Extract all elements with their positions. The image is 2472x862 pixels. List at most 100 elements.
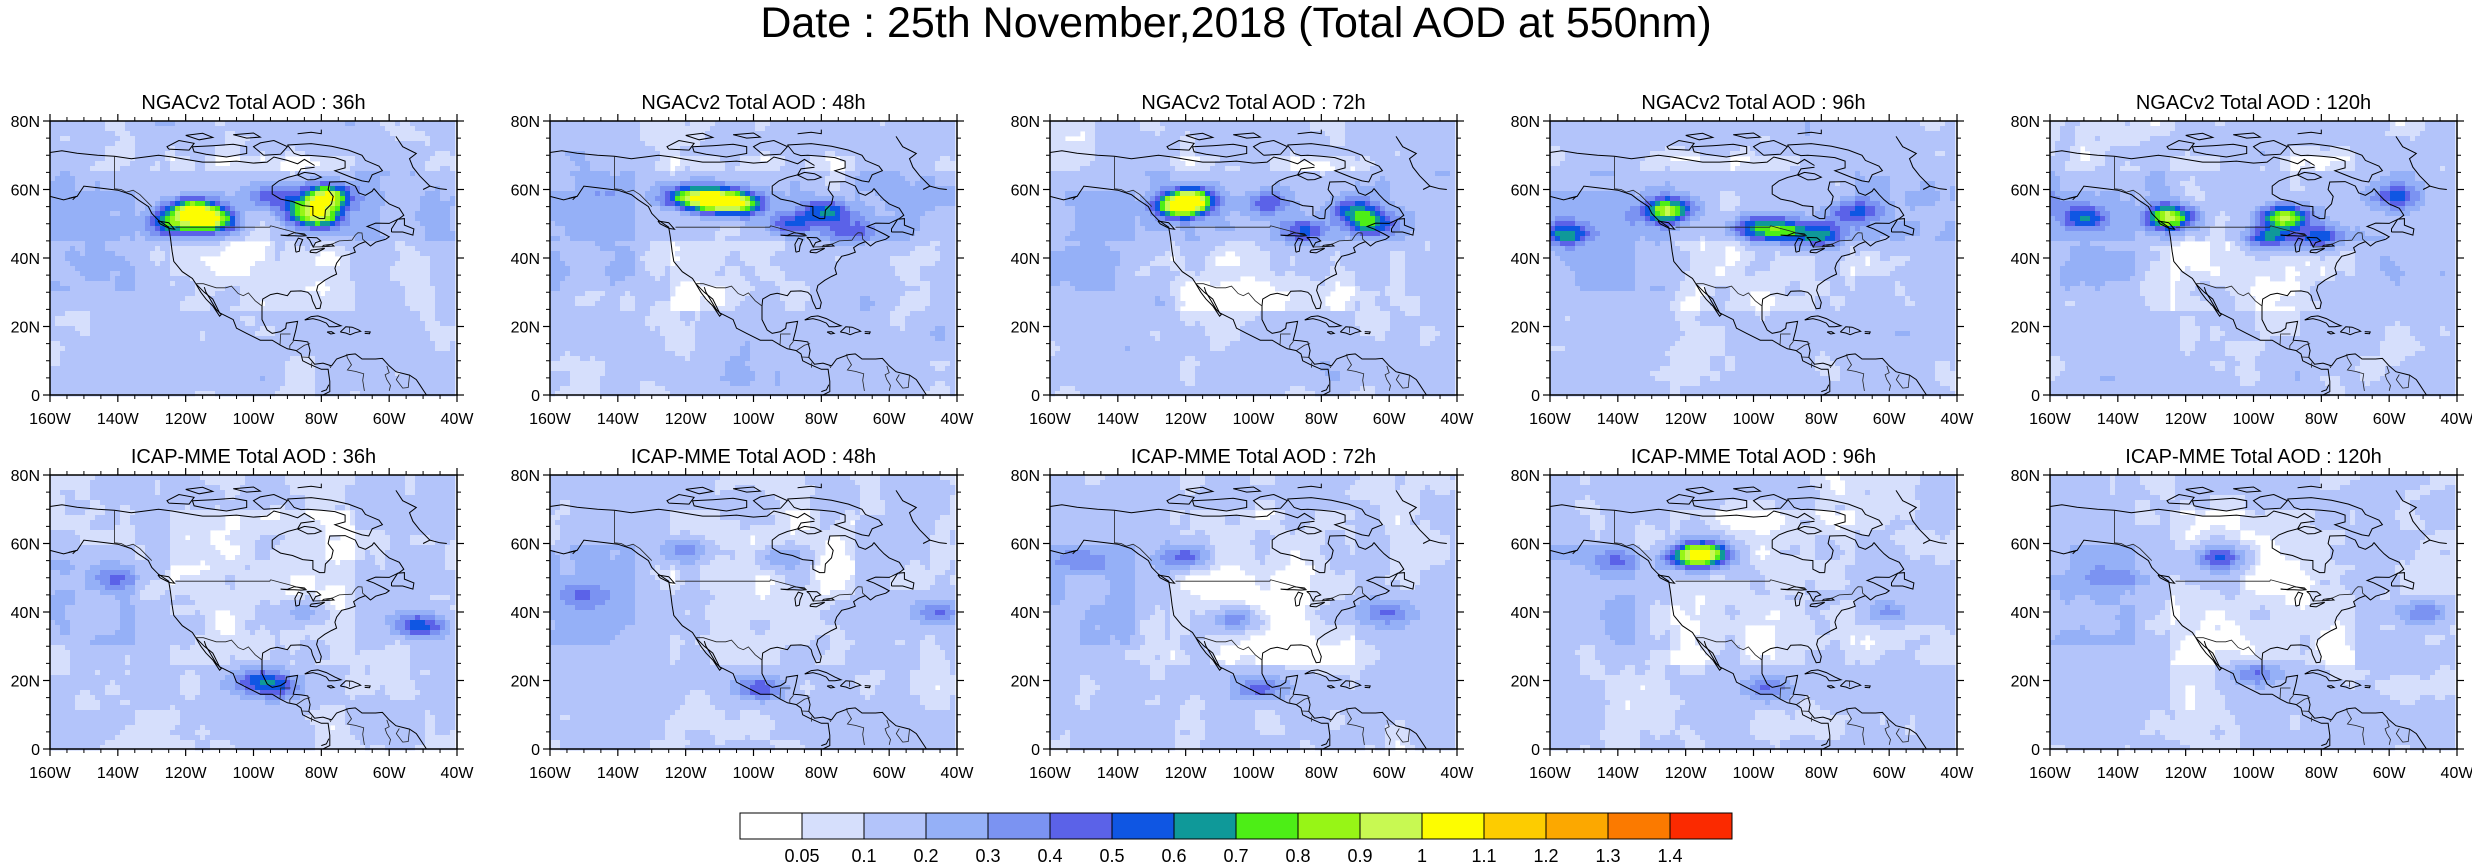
colorbar-swatch: [1545, 812, 1609, 840]
coastlines: [2050, 129, 2447, 395]
colorbar-swatch: [739, 812, 803, 840]
x-tick-label: 160W: [1529, 765, 1572, 782]
x-tick-label: 40W: [1441, 411, 1475, 428]
x-tick-label: 40W: [1941, 765, 1975, 782]
x-tick-label: 100W: [1233, 411, 1276, 428]
aod-field: [2050, 475, 2456, 751]
y-tick-label: 20N: [511, 674, 540, 691]
y-tick-label: 20N: [2011, 320, 2040, 337]
coastlines: [50, 483, 447, 749]
colorbar-swatch: [1111, 812, 1175, 840]
x-tick-label: 120W: [665, 411, 708, 428]
colorbar: 0.05 0.1 0.2 0.3 0.4 0.5 0.6 0.7 0.8 0.9 1 1.1 1.2 1.…: [739, 812, 1733, 862]
y-tick-label: 40N: [1511, 251, 1540, 268]
y-tick-label: 20N: [11, 674, 40, 691]
colorbar-swatch: [987, 812, 1051, 840]
aod-field: [1550, 121, 1956, 397]
colorbar-label: 0.2: [913, 846, 938, 862]
coastlines: [50, 129, 447, 395]
x-tick-label: 100W: [233, 765, 276, 782]
x-tick-label: 100W: [2233, 765, 2276, 782]
x-tick-label: 80W: [1305, 765, 1339, 782]
x-tick-label: 100W: [233, 411, 276, 428]
y-tick-label: 0: [1531, 388, 1540, 405]
panel-title: NGACv2 Total AOD : 96h: [1641, 92, 1865, 114]
aod-field: [1050, 475, 1456, 751]
x-tick-label: 120W: [165, 765, 208, 782]
map-panel: 160W 140W 120W 100W 80W 60W 40W 80N 60N 40N 20N 0 IC…: [1011, 446, 1475, 782]
y-tick-label: 0: [2031, 742, 2040, 759]
map-panel: 160W 140W 120W 100W 80W 60W 40W 80N 60N 40N 20N 0 NG…: [11, 92, 475, 428]
map-panel: 160W 140W 120W 100W 80W 60W 40W 80N 60N 40N 20N 0 IC…: [11, 446, 475, 782]
y-tick-label: 60N: [1011, 183, 1040, 200]
colorbar-label: 0.05: [784, 846, 819, 862]
aod-field: [1550, 475, 1956, 751]
x-tick-label: 120W: [665, 765, 708, 782]
x-tick-label: 160W: [529, 411, 572, 428]
colorbar-label: 1.3: [1595, 846, 1620, 862]
colorbar-label: 0.8: [1285, 846, 1310, 862]
coastlines: [550, 483, 947, 749]
colorbar-label: 0.9: [1347, 846, 1372, 862]
panel-title: NGACv2 Total AOD : 36h: [141, 92, 365, 114]
y-tick-label: 60N: [1011, 537, 1040, 554]
y-tick-label: 80N: [1511, 114, 1540, 131]
y-tick-label: 60N: [11, 537, 40, 554]
x-tick-label: 160W: [1029, 765, 1072, 782]
x-tick-label: 40W: [1941, 411, 1975, 428]
y-tick-label: 80N: [511, 468, 540, 485]
colorbar-label: 0.1: [851, 846, 876, 862]
x-tick-label: 80W: [805, 765, 839, 782]
y-tick-label: 20N: [511, 320, 540, 337]
y-tick-label: 40N: [1011, 605, 1040, 622]
y-tick-label: 0: [531, 388, 540, 405]
y-tick-label: 60N: [11, 183, 40, 200]
x-tick-label: 60W: [373, 765, 407, 782]
y-tick-label: 60N: [511, 537, 540, 554]
x-tick-label: 120W: [165, 411, 208, 428]
y-tick-label: 20N: [1011, 674, 1040, 691]
x-tick-label: 60W: [2373, 765, 2407, 782]
colorbar-swatch: [1607, 812, 1671, 840]
x-tick-label: 160W: [2029, 411, 2072, 428]
y-tick-label: 80N: [2011, 114, 2040, 131]
y-tick-label: 80N: [511, 114, 540, 131]
x-tick-label: 160W: [1529, 411, 1572, 428]
x-tick-label: 140W: [1097, 765, 1140, 782]
x-tick-label: 80W: [805, 411, 839, 428]
colorbar-swatch: [863, 812, 927, 840]
map-panel: 160W 140W 120W 100W 80W 60W 40W 80N 60N 40N 20N 0 NG…: [511, 92, 975, 428]
x-tick-label: 100W: [1233, 765, 1276, 782]
map-panel: 160W 140W 120W 100W 80W 60W 40W 80N 60N 40N 20N 0 IC…: [1511, 446, 1975, 782]
coastlines: [550, 129, 947, 395]
colorbar-swatch: [1359, 812, 1423, 840]
x-tick-label: 140W: [597, 411, 640, 428]
panel-title: ICAP-MME Total AOD : 48h: [631, 446, 876, 468]
colorbar-label: 0.7: [1223, 846, 1248, 862]
x-tick-label: 120W: [1165, 765, 1208, 782]
aod-field: [50, 475, 456, 751]
x-tick-label: 80W: [305, 765, 339, 782]
panel-title: NGACv2 Total AOD : 72h: [1141, 92, 1365, 114]
x-tick-label: 100W: [733, 411, 776, 428]
x-tick-label: 40W: [1441, 765, 1475, 782]
map-panel: 160W 140W 120W 100W 80W 60W 40W 80N 60N 40N 20N 0 NG…: [1011, 92, 1475, 428]
colorbar-swatch: [925, 812, 989, 840]
coastlines: [2050, 483, 2447, 749]
x-tick-label: 80W: [2305, 765, 2339, 782]
x-tick-label: 140W: [1597, 411, 1640, 428]
y-tick-label: 0: [31, 388, 40, 405]
x-tick-label: 140W: [2097, 411, 2140, 428]
colorbar-label: 1.1: [1471, 846, 1496, 862]
map-panel: 160W 140W 120W 100W 80W 60W 40W 80N 60N 40N 20N 0 IC…: [2011, 446, 2472, 782]
y-tick-label: 20N: [1511, 320, 1540, 337]
x-tick-label: 120W: [1665, 411, 1708, 428]
y-tick-label: 60N: [2011, 183, 2040, 200]
x-tick-label: 140W: [1097, 411, 1140, 428]
colorbar-swatch: [1669, 812, 1733, 840]
x-tick-label: 80W: [2305, 411, 2339, 428]
panel-title: ICAP-MME Total AOD : 72h: [1131, 446, 1376, 468]
x-tick-label: 60W: [1373, 411, 1407, 428]
y-tick-label: 40N: [511, 605, 540, 622]
coastlines: [1550, 483, 1947, 749]
